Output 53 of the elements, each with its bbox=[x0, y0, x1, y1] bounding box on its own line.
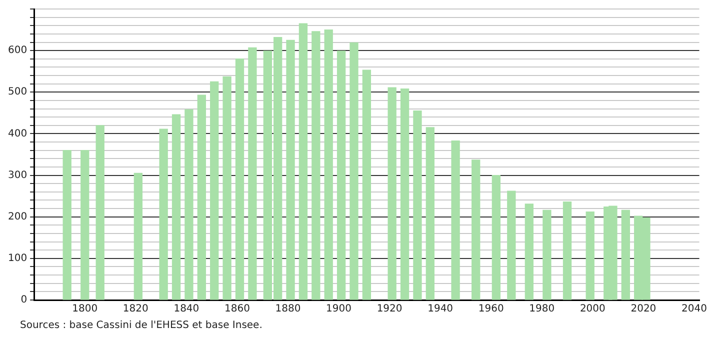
bar bbox=[492, 174, 501, 300]
x-tick-label: 1920 bbox=[376, 304, 402, 315]
bar bbox=[400, 88, 410, 300]
bar bbox=[524, 204, 534, 300]
x-tick-label: 1960 bbox=[478, 304, 504, 315]
bar bbox=[621, 210, 630, 300]
x-tick-label: 2000 bbox=[580, 304, 606, 315]
bar bbox=[184, 109, 194, 300]
bar bbox=[472, 160, 480, 300]
bar bbox=[96, 125, 104, 300]
bar bbox=[298, 23, 308, 300]
x-tick-label: 2040 bbox=[681, 304, 707, 315]
bar bbox=[542, 210, 552, 300]
bar bbox=[80, 150, 90, 300]
bar bbox=[426, 127, 434, 300]
bar bbox=[562, 202, 572, 300]
bar bbox=[159, 128, 168, 300]
y-tick-label: 0 bbox=[20, 294, 28, 306]
bar bbox=[235, 58, 244, 300]
bar bbox=[197, 94, 206, 300]
bar bbox=[62, 150, 72, 300]
bar bbox=[172, 114, 181, 300]
y-tick-label: 400 bbox=[8, 128, 28, 140]
bar bbox=[248, 47, 257, 300]
x-tick-label: 1880 bbox=[275, 304, 301, 315]
bar bbox=[134, 172, 143, 300]
y-tick-label: 100 bbox=[8, 253, 28, 264]
bar bbox=[350, 42, 358, 300]
bar bbox=[413, 110, 422, 300]
bar bbox=[362, 70, 372, 300]
x-tick-label: 1860 bbox=[224, 304, 250, 315]
source-note: Sources : base Cassini de l'EHESS et base Insee. bbox=[20, 320, 262, 331]
x-tick-label: 1800 bbox=[72, 304, 98, 315]
bar bbox=[312, 31, 320, 300]
x-tick-label: 2020 bbox=[630, 304, 656, 315]
bar bbox=[451, 140, 460, 300]
bar bbox=[586, 212, 594, 300]
y-tick-label: 600 bbox=[8, 45, 28, 56]
x-tick-label: 1820 bbox=[122, 304, 148, 315]
bar bbox=[388, 87, 396, 300]
y-tick-label: 200 bbox=[8, 211, 28, 222]
bar bbox=[336, 50, 346, 300]
bar bbox=[507, 190, 516, 300]
x-tick-label: 1980 bbox=[529, 304, 555, 315]
bar bbox=[324, 29, 333, 300]
bar bbox=[222, 76, 232, 300]
bar bbox=[210, 81, 219, 300]
y-tick-label: 500 bbox=[8, 86, 28, 98]
x-tick-label: 1840 bbox=[174, 304, 200, 315]
x-tick-label: 1940 bbox=[428, 304, 454, 315]
bar bbox=[286, 40, 295, 300]
x-tick-label: 1900 bbox=[326, 304, 352, 315]
y-tick-label: 300 bbox=[8, 170, 28, 181]
